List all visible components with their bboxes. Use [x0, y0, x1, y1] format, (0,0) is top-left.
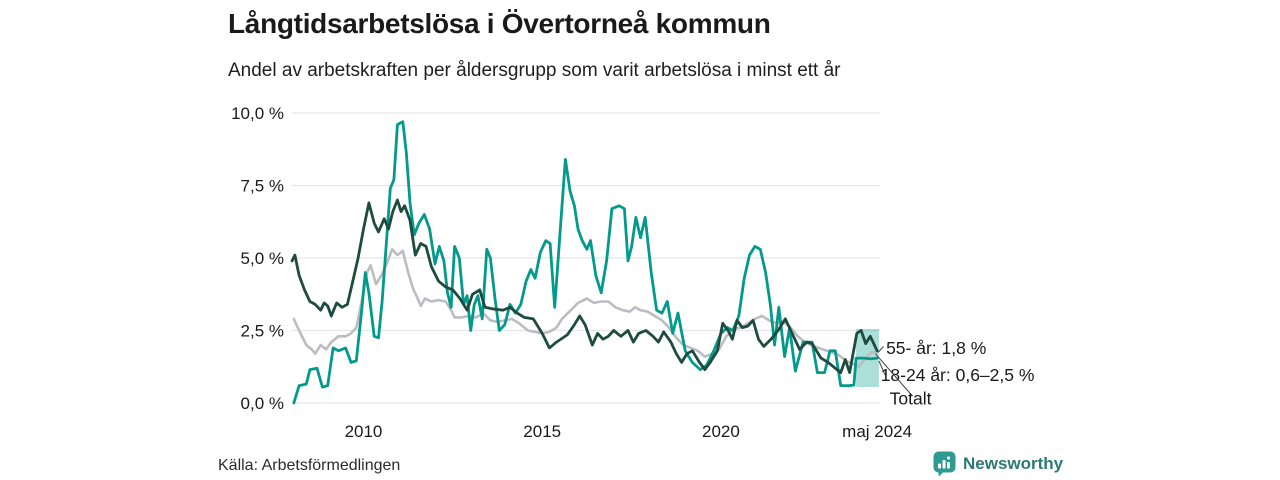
series-line-18-24-r	[292, 120, 879, 405]
page-title: Långtidsarbetslösa i Övertorneå kommun	[228, 8, 771, 39]
x-tick-label: 2015	[523, 422, 561, 441]
x-tick-label: 2020	[702, 422, 740, 441]
newsworthy-logo: Newsworthy	[933, 451, 1063, 477]
annotation-leader-line	[877, 346, 884, 353]
newsworthy-bubble-chart-icon	[933, 451, 956, 477]
annotation-label: 18-24 år: 0,6–2,5 %	[881, 365, 1035, 385]
y-tick-label: 2,5 %	[241, 322, 284, 341]
y-tick-label: 5,0 %	[241, 249, 284, 268]
series-line-55-r	[290, 198, 879, 375]
y-tick-label: 0,0 %	[241, 394, 284, 413]
y-tick-label: 7,5 %	[241, 177, 284, 196]
source-note: Källa: Arbetsförmedlingen	[218, 457, 401, 474]
annotation-leader-line	[878, 360, 886, 376]
annotation-label: 55- år: 1,8 %	[886, 338, 986, 358]
y-tick-label: 10,0 %	[231, 104, 284, 123]
x-tick-label: maj 2024	[842, 422, 912, 441]
brand-wordmark: Newsworthy	[963, 454, 1064, 473]
series-line-totalt	[292, 248, 879, 369]
x-tick-label: 2010	[345, 422, 383, 441]
chart-subtitle: Andel av arbetskraften per åldersgrupp s…	[228, 60, 841, 81]
annotation-label: Totalt	[890, 389, 932, 409]
annotation-leader-line	[874, 353, 913, 397]
